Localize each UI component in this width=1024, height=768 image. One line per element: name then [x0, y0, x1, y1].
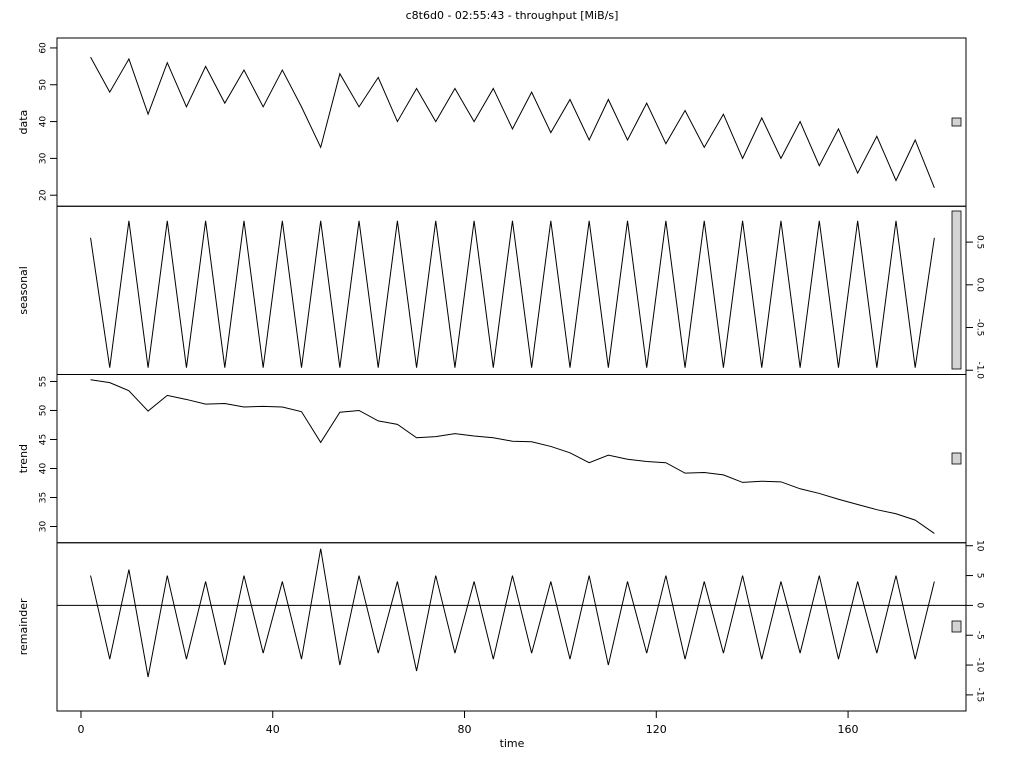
x-tick-label: 120 [646, 723, 667, 736]
range-bar [951, 620, 962, 633]
panel-frame [56, 542, 967, 712]
x-tick-label: 160 [838, 723, 859, 736]
panel-frame [56, 374, 967, 544]
y-tick-label: -15 [975, 688, 985, 703]
x-tick-label: 80 [458, 723, 472, 736]
series-line [90, 379, 935, 534]
y-tick-label: 35 [39, 492, 49, 503]
y-axis-label: trend [17, 444, 30, 473]
y-tick-label: 40 [39, 116, 49, 128]
y-tick-label: 0.5 [975, 235, 985, 249]
y-tick-label: 45 [39, 434, 49, 445]
y-tick-label: 50 [39, 79, 49, 91]
y-tick-label: 30 [39, 152, 49, 164]
series-line [90, 56, 935, 189]
y-tick-label: 50 [39, 404, 49, 416]
y-axis-label: seasonal [17, 266, 30, 314]
y-tick-label: 30 [39, 521, 49, 533]
chart-title: c8t6d0 - 02:55:43 - throughput [MiB/s] [406, 9, 619, 22]
y-tick-label: 20 [39, 189, 49, 201]
series-line [90, 548, 935, 678]
range-bar [951, 452, 962, 465]
y-tick-label: 60 [39, 42, 49, 54]
y-tick-label: -0.5 [975, 319, 985, 337]
y-tick-label: 0 [975, 603, 985, 609]
x-axis-label: time [500, 737, 525, 750]
y-tick-label: -1.0 [975, 361, 985, 379]
y-axis-label: data [17, 110, 30, 135]
y-tick-label: -10 [975, 658, 985, 673]
series-line [90, 220, 935, 368]
y-tick-label: 55 [39, 376, 49, 387]
range-bar [951, 210, 962, 370]
y-axis-label: remainder [17, 598, 30, 655]
y-tick-label: 10 [975, 540, 985, 552]
y-tick-label: -5 [975, 631, 985, 640]
x-tick-label: 40 [266, 723, 280, 736]
y-tick-label: 40 [39, 462, 49, 474]
x-tick-label: 0 [77, 723, 84, 736]
y-tick-label: 0.0 [975, 278, 985, 293]
panel-frame [56, 37, 967, 207]
range-bar [951, 117, 962, 127]
y-tick-label: 5 [975, 573, 985, 579]
